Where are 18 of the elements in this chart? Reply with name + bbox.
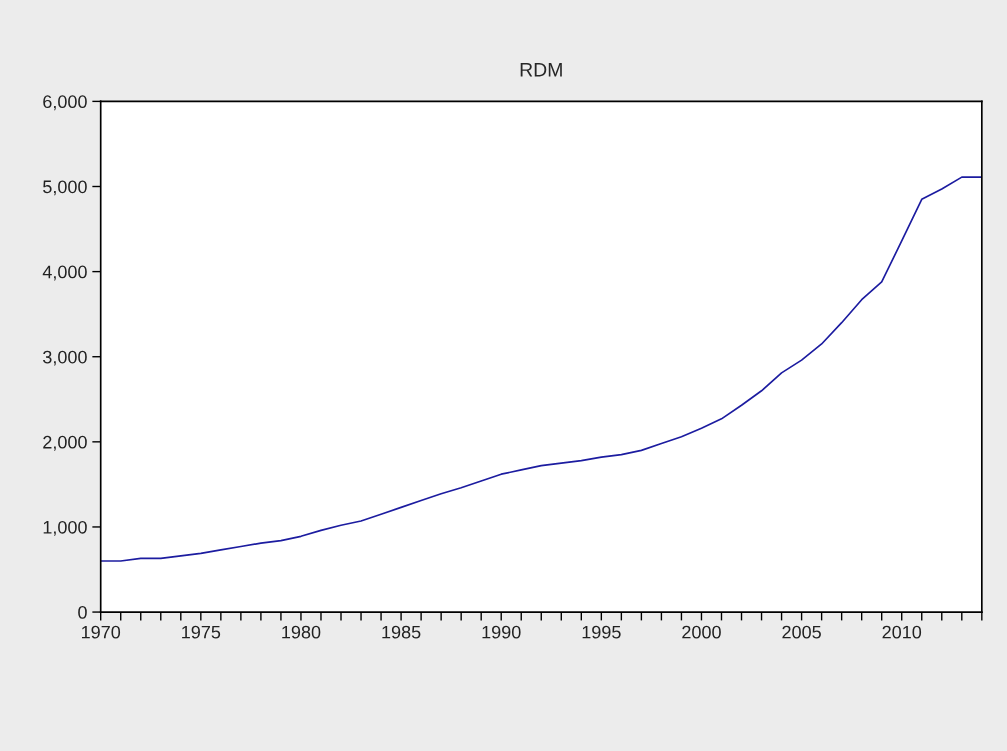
- y-tick-label: 5,000: [43, 180, 87, 196]
- x-tick-label: 2010: [882, 625, 922, 639]
- line-series: [100, 176, 982, 562]
- x-tick-label: 1985: [382, 625, 421, 639]
- chart-title: RDM: [520, 63, 562, 77]
- y-tick-label: 2,000: [43, 435, 87, 451]
- x-tick-label: 1975: [182, 625, 221, 639]
- x-tick-label: 1995: [582, 625, 621, 639]
- y-tick-label: 1,000: [43, 520, 87, 536]
- y-tick-label: 3,000: [43, 350, 87, 366]
- x-tick-label: 1990: [482, 625, 521, 639]
- y-tick-label: 0: [78, 606, 87, 619]
- y-tick-label: 4,000: [42, 265, 87, 281]
- x-tick-label: 2000: [682, 625, 721, 639]
- x-tick-label: 1980: [282, 625, 321, 639]
- y-tick-label: 6,000: [43, 95, 87, 111]
- x-tick-label: 1970: [82, 625, 121, 639]
- x-tick-label: 2005: [782, 625, 821, 639]
